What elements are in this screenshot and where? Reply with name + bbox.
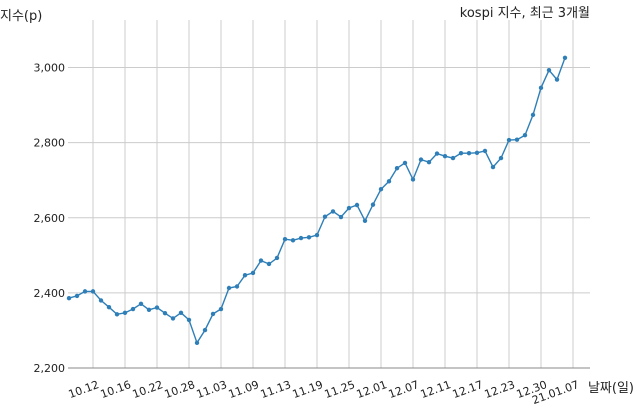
data-point [370,202,376,207]
data-point [418,157,424,162]
x-tick-label: 10.12 [67,378,101,401]
data-point [426,159,432,165]
y-tick-label: 2,400 [34,287,66,300]
data-point [250,270,256,276]
data-point [338,214,344,220]
data-point [130,306,136,312]
y-tick-label: 2,200 [34,362,66,375]
data-point [490,164,496,170]
data-point [106,304,112,310]
data-point [186,317,192,323]
data-point [346,205,352,211]
x-tick-label: 11.13 [259,378,293,401]
data-point [226,285,232,291]
x-tick-label: 10.22 [131,378,165,401]
y-tick-label: 2,600 [34,212,66,225]
data-point [138,301,144,306]
y-tick-label: 2,800 [34,137,66,150]
data-point [354,202,360,208]
data-point [210,311,216,317]
data-point [410,177,416,182]
data-point [554,77,560,82]
data-point [434,151,440,156]
data-point [170,316,176,321]
x-tick-label: 12.07 [387,378,421,401]
data-point [298,235,304,241]
data-point [522,132,528,138]
data-point [234,284,240,289]
data-point [66,295,72,301]
data-point [282,236,288,242]
data-point [538,85,544,91]
data-point [394,166,400,171]
y-axis-label: 지수(p) [0,9,42,24]
y-tick-label: 3,000 [34,62,66,75]
x-axis-label: 날짜(일) [588,381,634,396]
x-tick-label: 11.25 [323,378,357,401]
data-point [498,155,504,161]
data-point [90,289,96,294]
data-point [242,273,248,278]
data-point [562,55,568,60]
data-point [266,261,272,267]
data-point [74,293,80,299]
y-tick-labels: 2,200 2,400 2,600 2,800 3,000 [34,62,66,375]
data-point [362,218,368,223]
data-point [290,238,296,243]
data-point [482,148,488,154]
data-point [162,310,168,316]
x-tick-label: 11.19 [291,378,325,401]
data-point [378,187,384,192]
data-point [154,305,160,310]
data-point [114,312,120,317]
data-point [82,289,88,294]
data-point [178,310,184,315]
data-point [330,209,336,214]
data-point [98,298,104,303]
x-tick-label: 12.17 [451,378,485,401]
grid-lines [68,20,590,369]
data-point [202,327,208,333]
data-point [506,137,512,143]
data-point [442,153,448,159]
data-point [474,150,480,156]
x-tick-label: 10.28 [163,378,197,401]
x-tick-label: 10.16 [99,378,133,401]
data-point [194,340,200,346]
data-point [458,150,464,156]
data-point [546,67,552,73]
data-point [258,258,264,263]
x-tick-labels: 10.1210.1610.2210.2811.0311.0911.1311.19… [67,378,581,407]
x-tick-label: 11.09 [227,378,261,401]
chart-title: kospi 지수, 최근 3개월 [460,6,590,21]
x-tick-label: 12.11 [419,378,453,401]
data-point [530,112,536,118]
data-point [122,310,128,315]
kospi-series-points [66,55,568,346]
data-point [450,155,456,161]
data-point [514,137,520,142]
x-tick-label: 12.23 [483,378,517,401]
x-tick-label: 12.01 [355,378,389,401]
data-point [218,306,224,312]
data-point [322,214,328,219]
data-point [386,179,392,184]
data-point [306,235,312,240]
x-tick-label: 11.03 [195,378,229,401]
data-point [314,232,320,238]
data-point [274,255,280,261]
data-point [466,150,472,156]
data-point [402,160,408,166]
data-point [146,307,152,312]
